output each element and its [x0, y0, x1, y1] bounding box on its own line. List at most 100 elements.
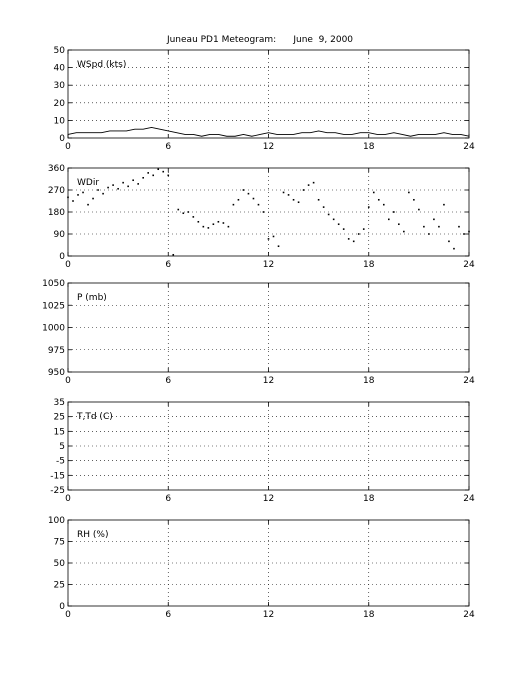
data-point: [117, 187, 119, 190]
data-point: [257, 203, 260, 206]
data-point: [433, 218, 435, 221]
panel-label: RH (%): [77, 530, 108, 540]
data-point: [227, 225, 230, 228]
x-tick-label: 6: [165, 142, 171, 152]
y-tick-label: 35: [54, 398, 65, 408]
x-tick-label: 24: [463, 260, 475, 270]
data-point: [127, 185, 129, 188]
data-point: [212, 223, 215, 226]
x-tick-label: 24: [463, 376, 475, 386]
y-tick-label: -5: [56, 457, 65, 467]
y-tick-label: 10: [54, 116, 66, 126]
data-point: [458, 225, 460, 228]
data-point: [398, 223, 400, 226]
data-point: [92, 197, 94, 200]
panel-label: WSpd (kts): [77, 60, 126, 70]
y-tick-label: 0: [59, 252, 65, 262]
y-tick-label: 15: [54, 427, 65, 437]
data-point: [112, 184, 114, 186]
data-point: [192, 216, 195, 218]
x-tick-label: 18: [363, 610, 375, 620]
data-point: [147, 172, 149, 174]
data-point: [352, 240, 355, 243]
y-tick-label: 90: [54, 230, 66, 240]
data-point: [322, 206, 325, 208]
data-point: [337, 223, 340, 226]
x-tick-label: 24: [463, 142, 475, 152]
data-point: [327, 213, 330, 216]
y-tick-label: 50: [54, 559, 66, 569]
data-point: [197, 220, 200, 223]
x-tick-label: 12: [263, 610, 274, 620]
x-tick-label: 18: [363, 142, 375, 152]
data-point: [382, 203, 385, 206]
y-tick-label: 20: [54, 99, 66, 109]
data-point: [423, 225, 425, 228]
data-point: [408, 191, 410, 194]
data-point: [282, 191, 285, 194]
data-point: [443, 203, 445, 206]
data-point: [357, 233, 360, 235]
data-point: [438, 225, 440, 228]
data-point: [162, 170, 165, 173]
y-tick-label: 25: [54, 581, 65, 591]
data-point: [317, 198, 320, 201]
x-tick-label: 0: [65, 142, 71, 152]
series-line: [67, 126, 470, 137]
y-tick-label: 975: [48, 346, 65, 356]
x-tick-label: 12: [263, 142, 274, 152]
data-point: [247, 192, 250, 195]
data-point: [102, 192, 104, 195]
data-point: [252, 197, 255, 200]
x-tick-label: 24: [463, 494, 475, 504]
y-tick-label: 75: [54, 538, 65, 548]
x-tick-label: 6: [165, 494, 171, 504]
data-point: [97, 189, 99, 191]
data-point: [177, 208, 180, 211]
data-point: [77, 194, 79, 196]
y-tick-label: 360: [48, 164, 65, 174]
y-tick-label: 180: [48, 208, 65, 218]
data-point: [267, 238, 270, 240]
y-tick-label: 0: [59, 134, 65, 144]
x-tick-label: 24: [463, 610, 475, 620]
data-point: [418, 208, 420, 211]
panel-label: WDir: [77, 178, 99, 188]
data-point: [302, 189, 305, 191]
data-point: [468, 230, 470, 233]
y-tick-label: 5: [59, 442, 65, 452]
data-point: [182, 212, 185, 215]
x-tick-label: 0: [65, 260, 71, 270]
panel-5: 0 6 12 18 24 0 25 50 75 100 RH (%): [48, 516, 475, 620]
panel-label: T,Td (C): [76, 412, 113, 422]
y-tick-label: 1050: [42, 279, 65, 289]
data-point: [222, 222, 225, 224]
x-tick-label: 0: [65, 376, 71, 386]
x-tick-label: 18: [363, 260, 375, 270]
x-tick-label: 6: [165, 610, 171, 620]
data-point: [367, 206, 370, 208]
panel-label: P (mb): [77, 293, 107, 303]
data-point: [122, 181, 124, 184]
data-point: [242, 189, 245, 191]
data-point: [217, 220, 220, 223]
data-point: [393, 211, 395, 213]
x-tick-label: 12: [263, 494, 274, 504]
panel-4: 0 6 12 18 24 -25 -15 -5 5 15 25 35 T,Td (C): [50, 398, 475, 504]
data-point: [463, 233, 465, 235]
y-tick-label: 25: [54, 413, 65, 423]
data-point: [262, 211, 265, 213]
data-point: [388, 218, 390, 221]
data-point: [82, 191, 84, 194]
y-tick-label: 950: [48, 368, 65, 378]
data-point: [332, 218, 335, 221]
data-point: [413, 198, 415, 201]
data-point: [87, 203, 89, 206]
y-tick-label: 30: [54, 81, 66, 91]
data-point: [187, 211, 190, 213]
y-tick-label: 40: [54, 64, 66, 74]
x-tick-label: 12: [263, 376, 274, 386]
x-tick-label: 6: [165, 376, 171, 386]
data-point: [172, 253, 175, 256]
